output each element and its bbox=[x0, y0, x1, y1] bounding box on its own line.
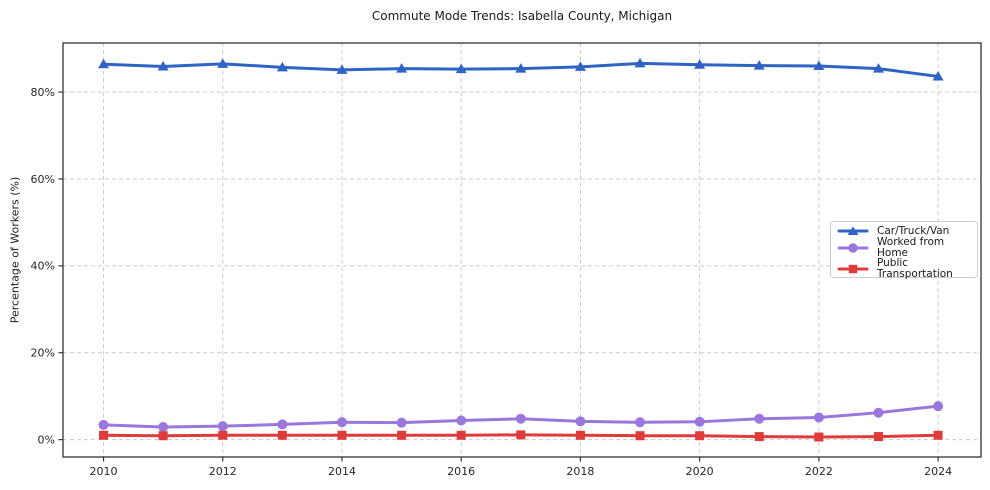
data-point bbox=[98, 419, 109, 430]
legend-label: Worked from Home bbox=[877, 236, 945, 259]
data-point bbox=[694, 59, 706, 69]
data-point bbox=[99, 430, 109, 440]
data-point bbox=[397, 430, 407, 440]
data-point bbox=[456, 415, 467, 426]
data-point bbox=[753, 60, 765, 70]
legend-marker-circle-icon bbox=[837, 242, 869, 253]
y-tick-label: 20% bbox=[31, 347, 55, 360]
data-point bbox=[813, 412, 824, 423]
data-point bbox=[456, 430, 466, 440]
data-point bbox=[455, 63, 467, 74]
legend-item-worked-from-home: Worked from Home bbox=[837, 237, 971, 258]
x-tick-label: 2020 bbox=[686, 465, 714, 478]
legend: Car/Truck/Van Worked from Home Public Tr… bbox=[830, 221, 978, 279]
data-point bbox=[515, 413, 526, 424]
x-tick-label: 2016 bbox=[447, 465, 475, 478]
x-tick-label: 2010 bbox=[90, 465, 118, 478]
data-point bbox=[932, 70, 944, 81]
series-car-truck-van bbox=[98, 57, 944, 81]
data-point bbox=[336, 64, 348, 74]
data-point bbox=[694, 416, 705, 427]
x-tick-label: 2018 bbox=[566, 465, 594, 478]
x-tick-label: 2012 bbox=[209, 465, 237, 478]
legend-marker-triangle-icon bbox=[837, 226, 869, 235]
data-point bbox=[277, 419, 288, 430]
data-point bbox=[873, 407, 884, 418]
data-point bbox=[754, 432, 764, 442]
data-point bbox=[574, 61, 586, 71]
data-point bbox=[396, 63, 408, 73]
data-point bbox=[872, 63, 884, 73]
legend-label: Car/Truck/Van bbox=[877, 224, 950, 237]
data-point bbox=[336, 417, 347, 428]
data-point bbox=[276, 61, 288, 72]
data-point bbox=[157, 60, 169, 71]
data-point bbox=[873, 432, 883, 442]
y-tick-label: 60% bbox=[31, 173, 55, 186]
series-worked-from-home bbox=[98, 401, 944, 433]
x-tick-label: 2014 bbox=[328, 465, 356, 478]
legend-item-public-transportation: Public Transportation bbox=[837, 258, 971, 279]
data-point bbox=[396, 417, 407, 428]
data-point bbox=[515, 63, 527, 73]
data-point bbox=[754, 413, 765, 424]
gridlines bbox=[63, 43, 981, 457]
data-point bbox=[158, 422, 169, 433]
data-point bbox=[814, 432, 824, 442]
data-point bbox=[933, 401, 944, 412]
x-tick-label: 2024 bbox=[924, 465, 952, 478]
data-point bbox=[695, 431, 705, 441]
data-point bbox=[933, 430, 943, 440]
data-point bbox=[277, 430, 287, 440]
data-point bbox=[813, 60, 825, 71]
data-point bbox=[217, 421, 228, 432]
legend-label: Public Transportation bbox=[877, 257, 953, 280]
data-point bbox=[635, 431, 645, 441]
plot-border bbox=[62, 42, 982, 458]
data-point bbox=[337, 430, 347, 440]
data-point bbox=[575, 416, 586, 427]
legend-marker-square-icon bbox=[837, 264, 869, 273]
data-point bbox=[575, 430, 585, 440]
data-point bbox=[635, 417, 646, 428]
y-tick-label: 0% bbox=[38, 433, 55, 446]
data-point bbox=[218, 430, 228, 440]
data-point bbox=[634, 57, 646, 68]
y-tick-label: 80% bbox=[31, 86, 55, 99]
x-tick-label: 2022 bbox=[805, 465, 833, 478]
chart-title: Commute Mode Trends: Isabella County, Mi… bbox=[371, 9, 673, 23]
axis-tick-labels: 2010 2012 2014 2016 2018 2020 2022 2024 0% 20% 40%… bbox=[31, 86, 953, 478]
axis-ticks bbox=[58, 91, 939, 462]
data-point bbox=[516, 430, 526, 440]
series-public-transportation bbox=[99, 430, 943, 442]
y-tick-label: 40% bbox=[31, 260, 55, 273]
legend-item-car-truck-van: Car/Truck/Van bbox=[837, 225, 971, 237]
data-point bbox=[98, 58, 110, 69]
data-point bbox=[217, 58, 229, 68]
data-point bbox=[158, 431, 168, 441]
